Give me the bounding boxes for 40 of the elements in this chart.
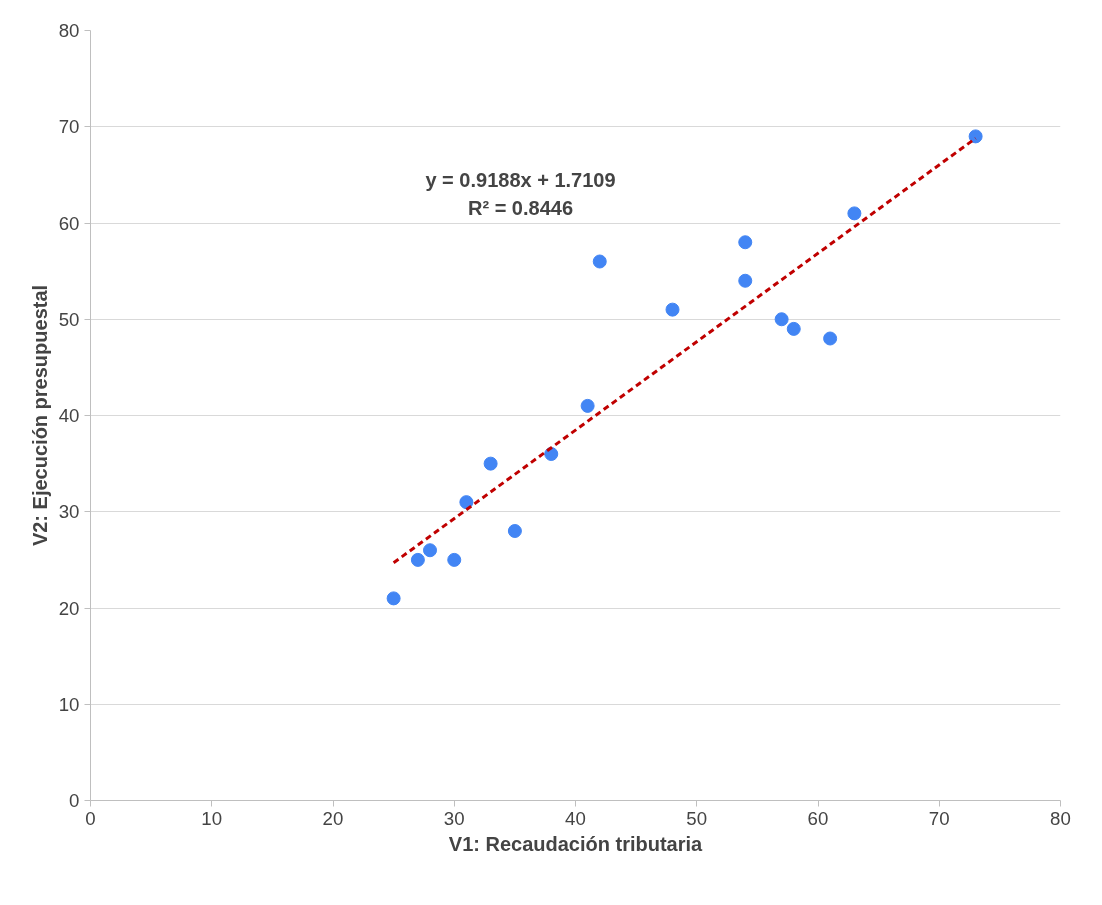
y-tick-label: 10 xyxy=(58,693,80,715)
x-tick-label: 30 xyxy=(443,807,465,829)
point xyxy=(423,543,437,558)
y-tick-label: 80 xyxy=(58,20,80,41)
point xyxy=(847,206,862,221)
x-tick-label: 70 xyxy=(928,807,950,829)
point xyxy=(738,273,753,288)
x-tick-label: 20 xyxy=(322,807,344,829)
point xyxy=(580,398,595,413)
point xyxy=(774,312,789,327)
point xyxy=(968,129,983,144)
x-tick-label: 80 xyxy=(1050,807,1071,829)
point xyxy=(592,254,607,269)
y-tick-label: 30 xyxy=(58,501,80,523)
point xyxy=(459,495,474,510)
x-tick-label: 0 xyxy=(85,807,96,829)
point xyxy=(544,447,559,461)
annotation: R² = 0.8446 xyxy=(467,196,574,219)
y-tick-label: 60 xyxy=(58,212,80,234)
y-tick-label: 20 xyxy=(58,597,80,619)
x-tick-label: 60 xyxy=(807,807,829,829)
point xyxy=(386,591,401,606)
point xyxy=(447,552,462,567)
y-tick-label: 50 xyxy=(58,308,80,330)
x-tick-label: 40 xyxy=(565,807,586,829)
point xyxy=(823,331,838,346)
point xyxy=(483,456,498,471)
x-axis-title: V1: Recaudación tributaria xyxy=(448,832,704,855)
point xyxy=(410,552,425,567)
y-tick-label: 0 xyxy=(69,790,80,811)
point xyxy=(786,321,801,336)
y-tick-label: 70 xyxy=(58,116,80,138)
annotation: y = 0.9188x + 1.7109 xyxy=(425,168,616,191)
point xyxy=(665,302,680,317)
x-tick-label: 50 xyxy=(686,807,708,829)
point xyxy=(738,235,753,250)
y-tick-label: 40 xyxy=(58,405,80,426)
x-tick-label: 10 xyxy=(201,807,223,829)
y-axis-title: V2: Ejecución presupuestal xyxy=(28,284,51,547)
point xyxy=(507,524,522,538)
